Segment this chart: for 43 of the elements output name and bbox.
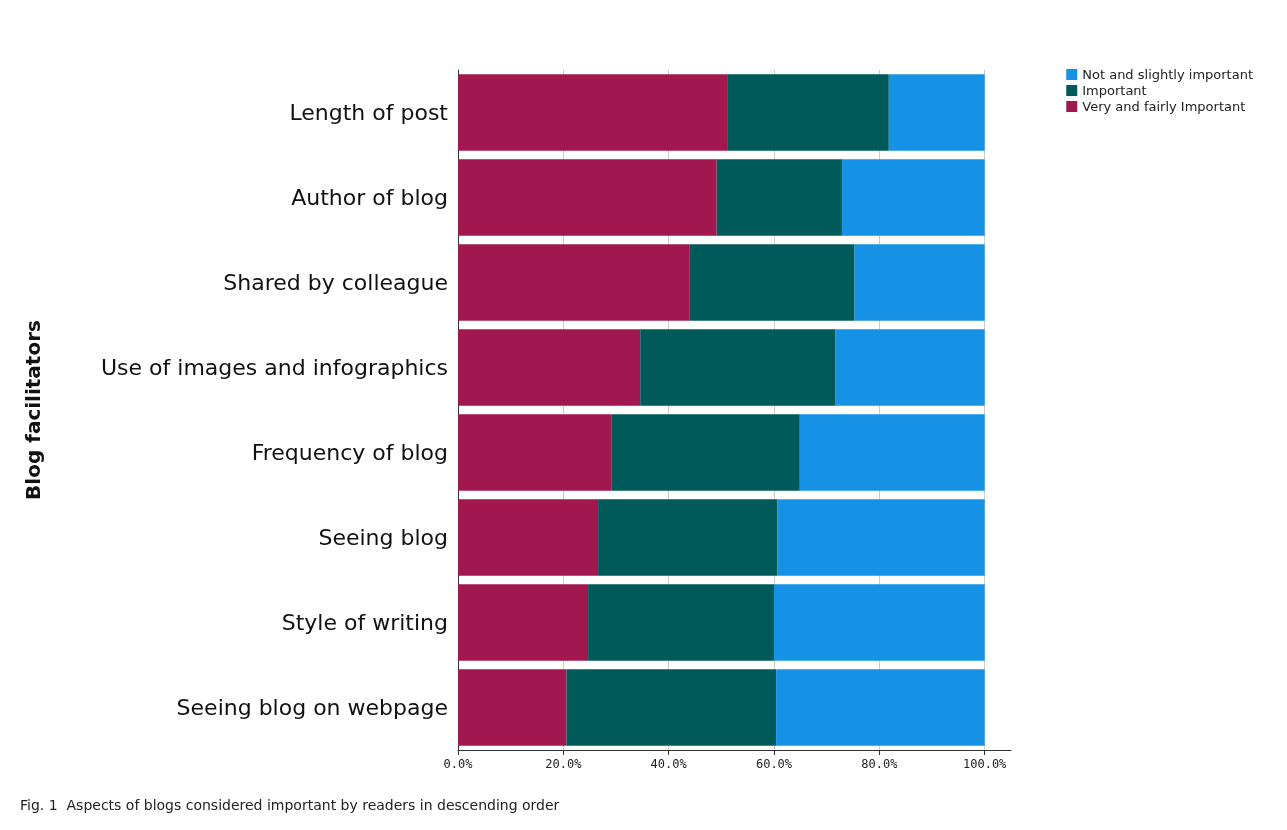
x-tick-label: 100.0%: [962, 757, 1008, 771]
bar: [458, 329, 641, 406]
bar: [689, 244, 855, 321]
y-tick-label: Author of blog: [291, 185, 448, 210]
y-tick-label: Frequency of blog: [251, 440, 448, 465]
bar: [458, 159, 717, 236]
x-tick-label: 60.0%: [755, 757, 793, 771]
bar: [458, 499, 599, 576]
x-tick-label: 80.0%: [861, 757, 899, 771]
caption: Fig. 1 Aspects of blogs considered important by readers in descending order: [20, 797, 560, 813]
bar: [774, 584, 985, 661]
bar: [640, 329, 836, 406]
y-tick-label: Use of images and infographics: [101, 355, 448, 380]
y-axis-title: Blog facilitators: [21, 320, 45, 500]
bar: [727, 74, 889, 151]
y-tick-label: Style of writing: [281, 610, 448, 635]
y-tick-label: Seeing blog: [318, 525, 448, 550]
x-tick-label: 40.0%: [650, 757, 688, 771]
x-tick-label: 20.0%: [545, 757, 583, 771]
bar: [458, 74, 728, 151]
bar: [458, 414, 612, 491]
bar: [611, 414, 800, 491]
legend-label: Very and fairly Important: [1082, 99, 1246, 114]
bar: [799, 414, 985, 491]
bar: [598, 499, 778, 576]
x-tick-label: 0.0%: [443, 757, 474, 771]
bar: [458, 244, 690, 321]
bar: [835, 329, 985, 406]
bar: [458, 669, 567, 746]
y-tick-label: Shared by colleague: [223, 270, 448, 295]
bar: [458, 584, 589, 661]
bar: [566, 669, 777, 746]
y-tick-label: Length of post: [289, 100, 449, 125]
bar: [888, 74, 985, 151]
bar: [854, 244, 985, 321]
bar: [716, 159, 842, 236]
bar: [841, 159, 985, 236]
legend-label: Important: [1082, 83, 1147, 98]
bar: [777, 499, 985, 576]
legend-label: Not and slightly important: [1082, 67, 1253, 82]
y-tick-label: Seeing blog on webpage: [176, 695, 448, 720]
bar: [776, 669, 985, 746]
bar: [588, 584, 774, 661]
